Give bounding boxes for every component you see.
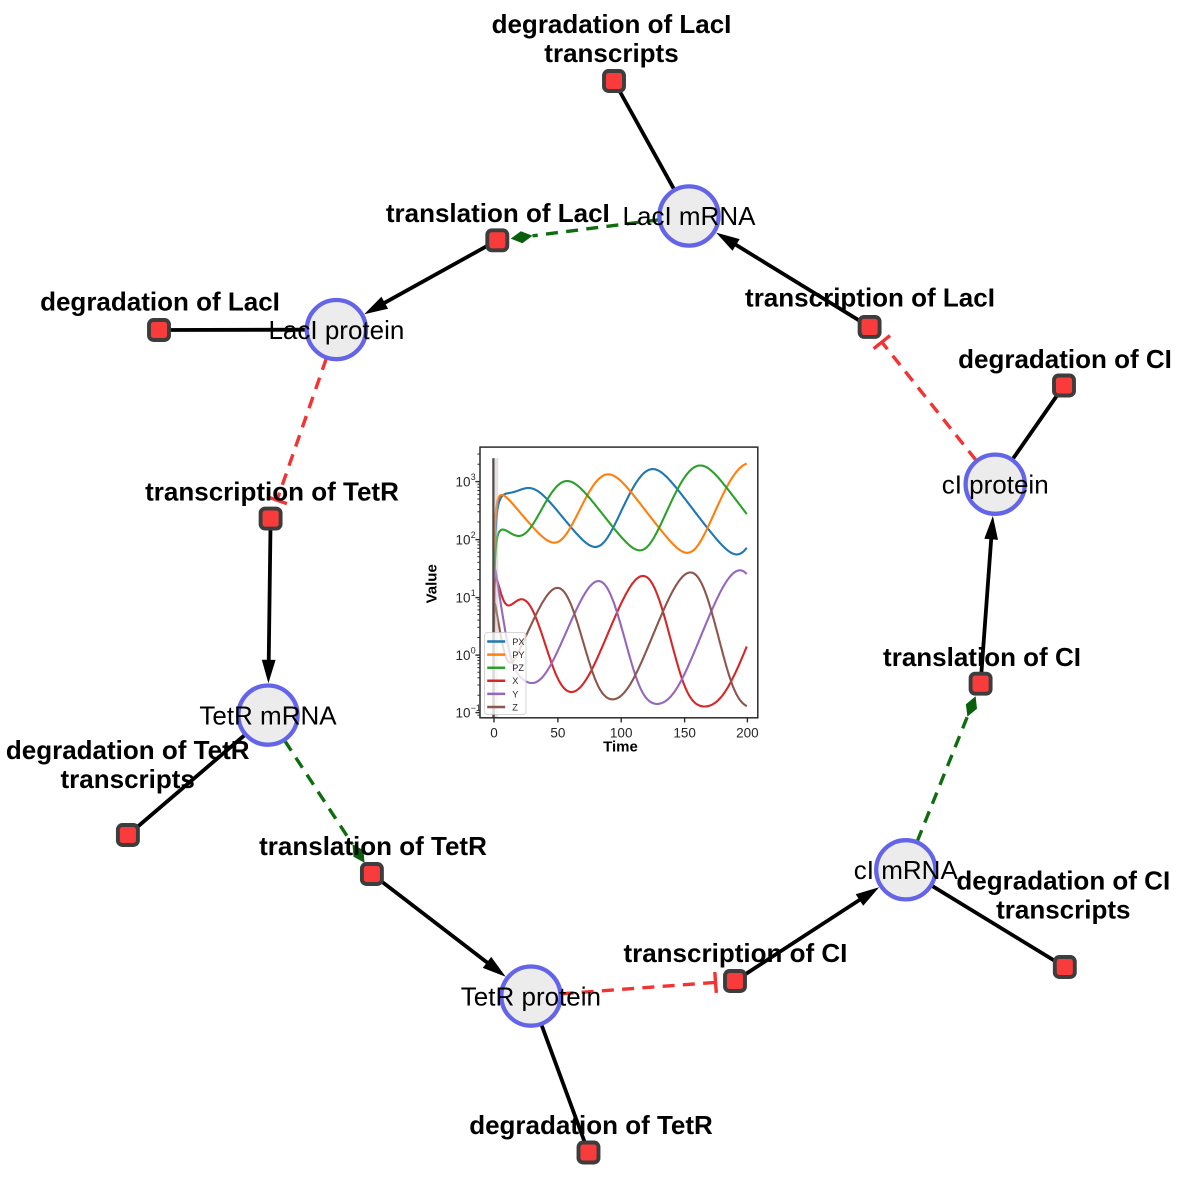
svg-text:50: 50 bbox=[550, 725, 565, 740]
svg-text:Z: Z bbox=[512, 702, 518, 712]
svg-text:PY: PY bbox=[512, 650, 524, 660]
svg-text:3: 3 bbox=[471, 472, 476, 482]
svg-text:Value: Value bbox=[424, 564, 441, 603]
svg-text:translation of LacI: translation of LacI bbox=[386, 198, 610, 228]
svg-text:100: 100 bbox=[610, 725, 633, 740]
svg-text:degradation of CI: degradation of CI bbox=[958, 344, 1172, 374]
svg-text:PZ: PZ bbox=[512, 663, 524, 673]
svg-text:X: X bbox=[512, 676, 518, 686]
svg-text:translation of TetR: translation of TetR bbox=[259, 831, 487, 861]
svg-text:−1: −1 bbox=[471, 703, 481, 713]
svg-text:degradation of TetR: degradation of TetR bbox=[469, 1110, 713, 1140]
svg-text:1: 1 bbox=[471, 588, 476, 598]
svg-text:cI mRNA: cI mRNA bbox=[854, 855, 959, 885]
svg-text:10: 10 bbox=[455, 474, 470, 489]
svg-text:200: 200 bbox=[736, 725, 759, 740]
svg-text:LacI protein: LacI protein bbox=[268, 315, 404, 345]
svg-text:LacI mRNA: LacI mRNA bbox=[623, 201, 757, 231]
svg-text:transcripts: transcripts bbox=[61, 764, 195, 794]
svg-text:degradation of TetR: degradation of TetR bbox=[6, 735, 250, 765]
svg-text:degradation of LacI: degradation of LacI bbox=[492, 9, 732, 39]
svg-text:0: 0 bbox=[490, 725, 498, 740]
svg-text:transcription of CI: transcription of CI bbox=[623, 938, 847, 968]
svg-text:transcription of TetR: transcription of TetR bbox=[145, 477, 399, 507]
svg-text:10: 10 bbox=[455, 648, 470, 663]
svg-text:0: 0 bbox=[471, 646, 476, 656]
svg-text:translation of CI: translation of CI bbox=[883, 642, 1081, 672]
svg-text:TetR mRNA: TetR mRNA bbox=[199, 700, 337, 730]
svg-text:10: 10 bbox=[455, 590, 470, 605]
svg-text:cI protein: cI protein bbox=[942, 469, 1049, 499]
svg-text:transcripts: transcripts bbox=[996, 895, 1130, 925]
svg-text:transcripts: transcripts bbox=[544, 38, 678, 68]
svg-text:10: 10 bbox=[455, 532, 470, 547]
svg-text:Y: Y bbox=[512, 689, 518, 699]
svg-text:TetR protein: TetR protein bbox=[461, 981, 601, 1011]
svg-text:2: 2 bbox=[471, 530, 476, 540]
svg-text:PX: PX bbox=[512, 637, 524, 647]
svg-text:150: 150 bbox=[673, 725, 696, 740]
svg-text:transcription of LacI: transcription of LacI bbox=[745, 283, 995, 313]
svg-text:Time: Time bbox=[603, 739, 638, 756]
svg-text:10: 10 bbox=[455, 705, 470, 720]
svg-text:degradation of LacI: degradation of LacI bbox=[40, 287, 280, 317]
svg-text:degradation of CI: degradation of CI bbox=[956, 866, 1170, 896]
